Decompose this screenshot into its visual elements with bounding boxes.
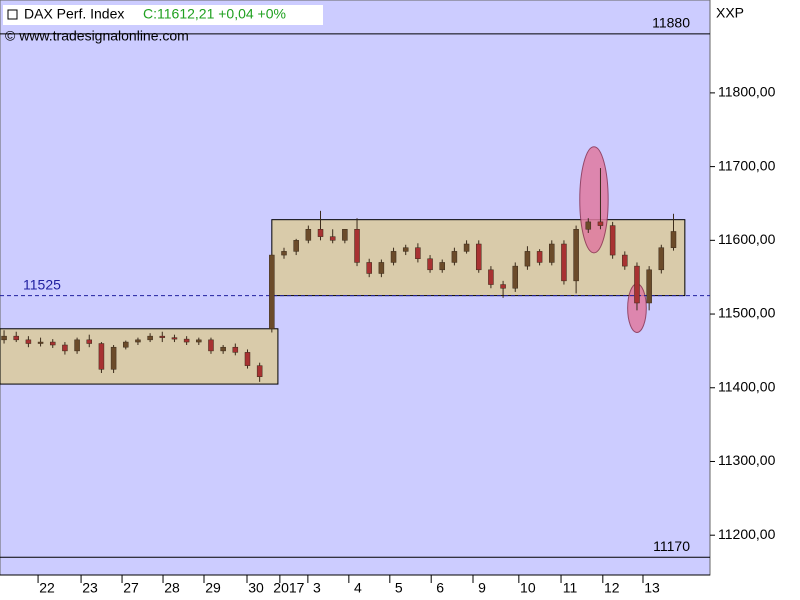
x-tick-label: 30 bbox=[248, 580, 264, 596]
candle-body bbox=[269, 254, 275, 330]
highlight-ellipse bbox=[579, 146, 609, 254]
y-tick-label: 11400,00 bbox=[718, 378, 776, 394]
candle-body bbox=[500, 284, 506, 289]
candle-body bbox=[561, 243, 567, 282]
candle-body bbox=[488, 269, 494, 285]
y-tick-label: 11300,00 bbox=[718, 452, 776, 468]
candle-body bbox=[25, 339, 32, 344]
candle-body bbox=[634, 265, 640, 304]
candle-body bbox=[439, 262, 445, 271]
candle-body bbox=[13, 335, 19, 341]
candle-body bbox=[536, 251, 543, 263]
candle-body bbox=[354, 229, 360, 263]
x-tick-label: 22 bbox=[39, 580, 55, 596]
quote: C:11612,21 +0,04 +0% bbox=[143, 6, 286, 22]
candle-body bbox=[622, 254, 628, 267]
x-tick-label: 2017 bbox=[273, 580, 304, 596]
candle-body bbox=[670, 231, 677, 248]
candle-body bbox=[463, 243, 470, 252]
x-tick-label: 11 bbox=[563, 580, 578, 596]
candle-body bbox=[220, 346, 226, 352]
copyright: © www.tradesignalonline.com bbox=[5, 28, 189, 44]
candle-body bbox=[305, 229, 312, 241]
candle-body bbox=[135, 339, 141, 343]
candle-body bbox=[597, 221, 604, 226]
y-tick-label: 11200,00 bbox=[718, 526, 776, 542]
candle-body bbox=[658, 247, 665, 271]
candle-body bbox=[342, 229, 348, 241]
candle-body bbox=[159, 335, 166, 338]
header-icon bbox=[7, 9, 18, 20]
x-tick-label: 5 bbox=[395, 580, 403, 596]
candle-body bbox=[390, 251, 397, 263]
candle-body bbox=[256, 365, 263, 377]
candle-body bbox=[573, 229, 579, 282]
chart-title: DAX Perf. Index bbox=[24, 6, 124, 22]
x-tick-label: 27 bbox=[123, 580, 139, 596]
level-label: 11170 bbox=[653, 538, 690, 554]
candle-body bbox=[317, 229, 324, 237]
symbol-label: XXP bbox=[716, 5, 744, 21]
candle-body bbox=[585, 221, 592, 230]
candle-body bbox=[402, 247, 409, 252]
candle-body bbox=[293, 240, 299, 252]
candle-body bbox=[171, 337, 178, 340]
candle-body bbox=[147, 335, 153, 341]
candle-body bbox=[244, 352, 251, 366]
candle-body bbox=[281, 251, 287, 256]
y-tick-label: 11700,00 bbox=[718, 157, 776, 173]
candle-body bbox=[86, 339, 93, 344]
candle-body bbox=[1, 335, 7, 341]
candle-body bbox=[378, 262, 385, 274]
y-tick-label: 11500,00 bbox=[718, 305, 776, 321]
candle-body bbox=[646, 269, 652, 304]
candle-body bbox=[329, 236, 336, 241]
candle-body bbox=[366, 262, 372, 274]
plot-layer: 11880 11170 11525 bbox=[0, 15, 710, 558]
x-tick-label: 10 bbox=[520, 580, 536, 596]
x-tick-label: 12 bbox=[604, 580, 620, 596]
candle-body bbox=[232, 346, 239, 353]
x-tick-label: 4 bbox=[354, 580, 362, 596]
candle-body bbox=[196, 339, 202, 343]
candle-body bbox=[110, 346, 117, 370]
x-tick-label: 3 bbox=[313, 580, 321, 596]
x-tick-label: 9 bbox=[478, 580, 486, 596]
header-bg bbox=[3, 5, 323, 25]
candle-body bbox=[549, 243, 555, 263]
x-tick-label: 13 bbox=[644, 580, 660, 596]
candle-body bbox=[123, 341, 129, 348]
level-label: 11880 bbox=[652, 15, 690, 31]
candle-body bbox=[427, 258, 433, 271]
candle-body bbox=[475, 243, 482, 271]
x-tick-label: 23 bbox=[82, 580, 98, 596]
x-tick-label: 6 bbox=[436, 580, 444, 596]
candle-body bbox=[524, 251, 531, 267]
candle-body bbox=[74, 339, 80, 352]
candle-body bbox=[415, 247, 421, 259]
candle-body bbox=[512, 265, 519, 289]
candle-body bbox=[183, 338, 190, 343]
y-tick-label: 11800,00 bbox=[718, 84, 776, 100]
y-tick-label: 11600,00 bbox=[718, 231, 776, 247]
candle-body bbox=[208, 339, 214, 352]
level-label: 11525 bbox=[23, 276, 61, 292]
candle-body bbox=[451, 251, 458, 263]
candle-body bbox=[37, 341, 44, 344]
range-box bbox=[0, 328, 279, 385]
x-tick-label: 28 bbox=[164, 580, 180, 596]
candle-body bbox=[62, 344, 68, 352]
candle-body bbox=[49, 341, 56, 346]
candle-body bbox=[609, 225, 616, 256]
x-tick-label: 29 bbox=[205, 580, 221, 596]
candle-body bbox=[98, 343, 105, 370]
